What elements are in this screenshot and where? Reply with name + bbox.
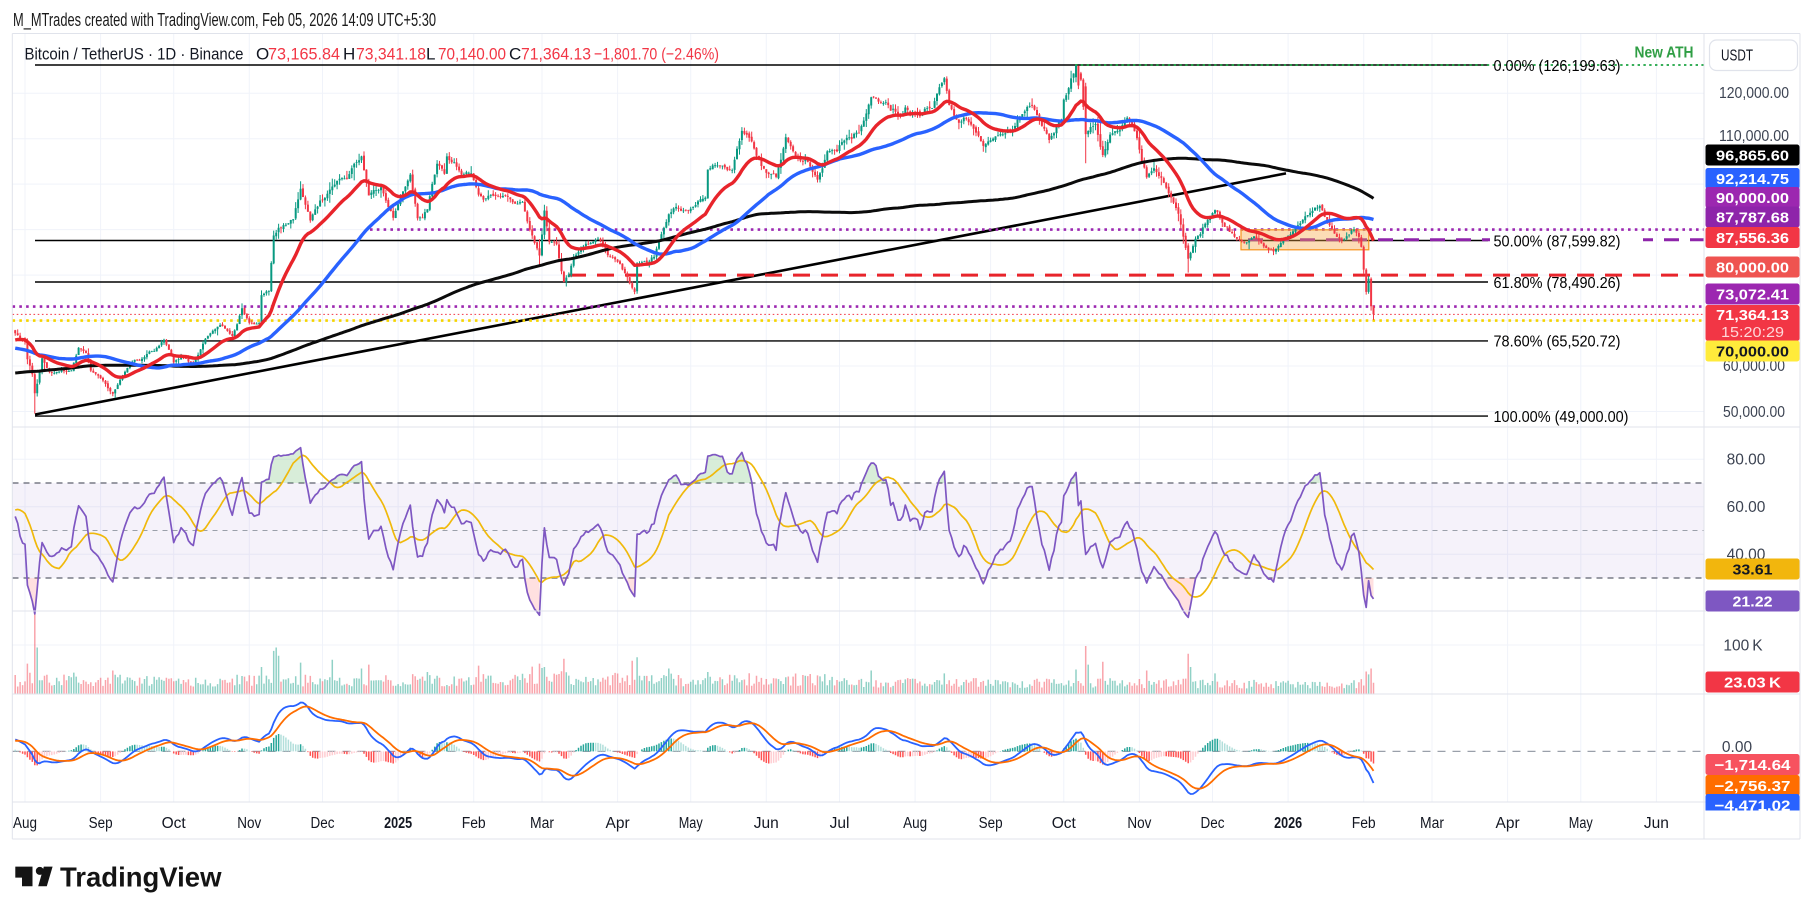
svg-text:L: L [426,45,435,64]
svg-text:92,214.75: 92,214.75 [1716,171,1789,188]
svg-text:Dec: Dec [311,815,335,832]
svg-text:0.00: 0.00 [1722,739,1753,756]
svg-text:Sep: Sep [89,815,113,832]
svg-text:Aug: Aug [13,815,37,832]
svg-text:Nov: Nov [237,815,261,832]
svg-text:70,140.00: 70,140.00 [438,45,506,64]
svg-text:Sep: Sep [979,815,1003,832]
svg-text:33.61: 33.61 [1733,561,1773,578]
svg-text:O: O [256,45,269,64]
svg-text:73,165.84: 73,165.84 [268,45,340,64]
svg-text:Apr: Apr [606,815,630,832]
svg-text:C: C [509,45,521,64]
svg-text:100 K: 100 K [1723,638,1763,655]
svg-text:61.80% (78,490.26): 61.80% (78,490.26) [1494,275,1621,292]
svg-text:96,865.60: 96,865.60 [1716,147,1789,164]
svg-text:Jun: Jun [754,815,779,832]
svg-text:2025: 2025 [384,815,412,832]
svg-text:15:20:29: 15:20:29 [1721,325,1784,341]
svg-text:90,000.00: 90,000.00 [1716,190,1789,207]
svg-text:Oct: Oct [1052,815,1077,832]
svg-text:23.03 K: 23.03 K [1724,674,1781,691]
svg-text:Jul: Jul [830,815,850,832]
svg-text:Apr: Apr [1496,815,1520,832]
svg-text:87,556.36: 87,556.36 [1716,230,1789,247]
svg-text:50,000.00: 50,000.00 [1723,404,1785,421]
svg-text:New ATH: New ATH [1635,45,1694,62]
svg-text:50.00% (87,599.82): 50.00% (87,599.82) [1494,233,1621,250]
svg-text:21.22: 21.22 [1733,593,1773,610]
svg-text:73,072.41: 73,072.41 [1716,286,1789,303]
svg-text:0.00% (126,199.63): 0.00% (126,199.63) [1494,58,1621,75]
svg-text:60.00: 60.00 [1727,499,1766,516]
svg-text:Bitcoin / TetherUS · 1D · Bina: Bitcoin / TetherUS · 1D · Binance [25,45,244,64]
svg-text:71,364.13: 71,364.13 [1716,307,1789,324]
svg-text:−1,801.70 (−2.46%): −1,801.70 (−2.46%) [594,45,719,64]
svg-text:Dec: Dec [1201,815,1225,832]
svg-text:Feb: Feb [1352,815,1376,832]
svg-text:70,000.00: 70,000.00 [1716,343,1789,360]
svg-text:80.00: 80.00 [1727,452,1766,469]
svg-text:USDT: USDT [1721,48,1753,65]
svg-text:TradingView: TradingView [60,862,222,893]
svg-text:−1,714.64: −1,714.64 [1715,757,1792,774]
svg-text:110,000.00: 110,000.00 [1719,128,1789,145]
svg-text:Mar: Mar [1420,815,1444,832]
svg-text:100.00% (49,000.00): 100.00% (49,000.00) [1494,409,1629,426]
svg-text:73,341.18: 73,341.18 [356,45,426,64]
svg-text:60,000.00: 60,000.00 [1723,358,1785,375]
svg-text:Nov: Nov [1127,815,1151,832]
svg-text:Aug: Aug [903,815,927,832]
svg-text:−2,756.37: −2,756.37 [1715,778,1791,795]
svg-text:78.60% (65,520.72): 78.60% (65,520.72) [1494,334,1621,351]
svg-text:May: May [679,815,703,832]
svg-text:May: May [1569,815,1593,832]
svg-text:Jun: Jun [1644,815,1669,832]
svg-text:Oct: Oct [162,815,187,832]
svg-text:M_MTrades created with Trading: M_MTrades created with TradingView.com, … [13,10,436,31]
svg-text:−4,471.02: −4,471.02 [1715,798,1791,815]
svg-text:2026: 2026 [1274,815,1302,832]
svg-text:120,000.00: 120,000.00 [1719,85,1789,102]
svg-text:87,787.68: 87,787.68 [1716,209,1789,226]
svg-text:Feb: Feb [462,815,486,832]
svg-text:71,364.13: 71,364.13 [521,45,591,64]
svg-text:H: H [343,45,355,64]
svg-text:80,000.00: 80,000.00 [1716,259,1789,276]
svg-text:Mar: Mar [530,815,554,832]
